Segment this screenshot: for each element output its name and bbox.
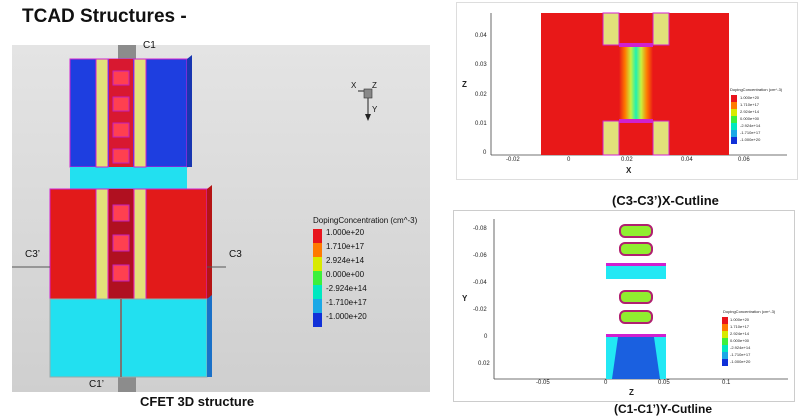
x-cut-channel	[619, 47, 653, 119]
y-cutline-plot[interactable]	[453, 210, 795, 402]
caption-y-cutline: (C1-C1’)Y-Cutline	[614, 402, 713, 416]
axis-label-y: Y	[372, 105, 378, 114]
y-cut-isolation	[606, 265, 666, 279]
x-cutline-plot[interactable]	[456, 2, 798, 180]
legend-label: -2.924e+14	[326, 284, 367, 293]
cut-label-c1: C1	[143, 40, 156, 51]
page-title: TCAD Structures -	[22, 6, 187, 27]
y-cut-x-tick: 0.05	[658, 380, 670, 386]
cut-label-c1-prime: C1’	[89, 379, 105, 390]
y-cut-y-tick: 0	[484, 334, 488, 340]
x-cut-axis-title-z: Z	[462, 80, 467, 89]
y-cut-y-tick: -0.08	[473, 226, 487, 232]
y-cut-axis-title-z: Z	[629, 388, 634, 397]
y-cut-x-tick: -0.05	[536, 380, 550, 386]
x-cut-z-tick: 0	[483, 150, 487, 156]
y-cut-y-tick: 0.02	[478, 361, 490, 367]
legend-label: -1.000e+20	[326, 312, 367, 321]
x-cut-axis-title-x: X	[626, 166, 632, 175]
caption-x-cutline: (C3-C3’)X-Cutline	[612, 193, 719, 208]
axis-triad	[358, 88, 373, 121]
legend-label: -1.710e+17	[326, 298, 367, 307]
x-cut-x-tick: 0.06	[738, 157, 750, 163]
y-cut-y-tick: -0.02	[473, 307, 487, 313]
legend-label: 2.924e+14	[326, 256, 365, 265]
legend-labels: 1.000e+20 1.710e+17 2.924e+14 0.000e+00 …	[326, 226, 367, 324]
cut-label-c3: C3	[229, 249, 242, 260]
y-cut-x-tick: 0	[604, 380, 608, 386]
caption-3d: CFET 3D structure	[140, 394, 255, 409]
legend-title: DopingConcentration (cm^-3)	[313, 216, 418, 225]
x-cut-legend-title: DopingConcentration (cm^-3)	[730, 87, 783, 92]
y-cut-y-tick: -0.04	[473, 280, 487, 286]
cfet-3d-viewport[interactable]	[12, 45, 430, 392]
legend-label: 0.000e+00	[326, 270, 365, 279]
x-cut-x-tick: 0.02	[621, 157, 633, 163]
x-cut-x-tick: 0.04	[681, 157, 693, 163]
x-cut-z-tick: 0.03	[475, 62, 487, 68]
axis-label-z: Z	[372, 81, 377, 90]
upper-isolation-layer	[70, 167, 187, 189]
y-cut-axis-title-y: Y	[462, 294, 468, 303]
legend-label: 1.710e+17	[326, 242, 365, 251]
cut-label-c3-prime: C3’	[25, 249, 41, 260]
x-cut-z-tick: 0.01	[475, 121, 487, 127]
y-cut-x-tick: 0.1	[722, 380, 731, 386]
x-cut-z-tick: 0.02	[475, 92, 487, 98]
x-cut-x-tick: -0.02	[506, 157, 520, 163]
x-cut-x-tick: 0	[567, 157, 571, 163]
legend-colorbar	[313, 229, 322, 327]
substrate-block	[49, 298, 208, 378]
legend-label: 1.000e+20	[326, 228, 365, 237]
y-cut-legend-title: DopingConcentration (cm^-3)	[723, 309, 776, 314]
x-cut-z-tick: 0.04	[475, 33, 487, 39]
x-cut-legend-labels: 1.000e+20 1.710e+17 2.924e+14 0.000e+00 …	[740, 95, 761, 142]
y-cut-legend-labels: 1.000e+20 1.710e+17 2.924e+14 0.000e+00 …	[730, 317, 751, 364]
cfet-3d-structure	[12, 45, 373, 392]
axis-label-x: X	[351, 81, 357, 90]
y-cut-y-tick: -0.06	[473, 253, 487, 259]
